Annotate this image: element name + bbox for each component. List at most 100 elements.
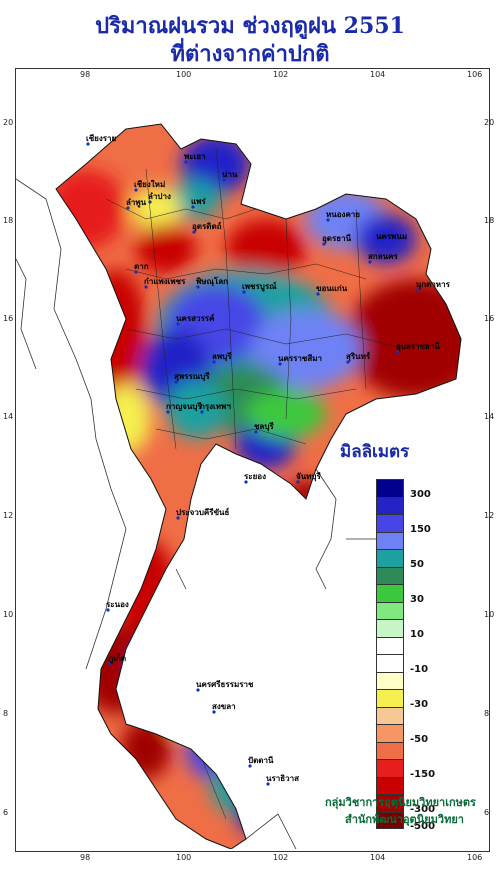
province-label: สุรินทร์ [346,351,371,362]
y-tick-left: 20 [3,118,14,127]
province-label: ลำปาง [148,192,171,201]
legend-colorbar [376,479,404,829]
y-tick-right: 20 [484,118,495,127]
station-dot [242,290,246,294]
legend-label: -50 [410,733,429,745]
legend-label: 300 [410,488,431,500]
y-tick-right: 8 [484,709,490,718]
map-title-line1: ปริมาณฝนรวม ช่วงฤดูฝน 2551 [95,13,405,39]
station-dot [176,322,180,326]
legend-title: มิลลิเมตร [340,442,410,462]
y-tick-left: 16 [3,314,14,323]
legend-label: -300 [410,803,436,815]
province-label: พิษณุโลก [196,276,228,287]
station-dot [106,608,110,612]
y-tick-right: 6 [484,808,490,817]
station-dot [322,242,326,246]
station-dot [174,380,178,384]
legend-swatch [376,566,404,584]
legend-swatch [376,496,404,514]
station-dot [212,360,216,364]
province-label: ลพบุรี [212,351,232,362]
x-tick-bottom: 98 [80,853,91,862]
x-tick-top: 100 [176,70,192,79]
province-label: จันทบุรี [296,471,322,482]
province-label: อุดรธานี [322,233,352,244]
station-dot [296,480,300,484]
legend-label: 30 [410,593,424,605]
x-tick-bottom: 104 [370,853,386,862]
province-label: นครศรีธรรมราช [196,679,254,689]
province-label: สุพรรณบุรี [174,371,210,382]
station-dot [212,710,216,714]
province-label: ภูเก็ต [108,652,126,664]
station-dot [376,240,380,244]
x-tick-bottom: 106 [467,853,483,862]
station-dot [326,218,330,222]
legend-label: -500 [410,821,436,832]
legend-swatch [376,689,404,707]
station-dot [134,188,138,192]
province-label: นครราชสีมา [278,353,322,363]
y-tick-left: 6 [3,808,9,817]
station-dot [278,362,282,366]
station-dot [396,350,400,354]
province-label: อุบลราชธานี [396,341,440,352]
station-dot [108,662,112,666]
legend-label: 150 [410,523,431,535]
station-dot [346,360,350,364]
y-tick-left: 18 [3,216,14,225]
station-dot [134,270,138,274]
province-label: เชียงราย [86,133,117,143]
province-label: กำแพงเพชร [144,277,186,286]
legend-label: -10 [410,663,429,675]
province-label: เชียงใหม่ [134,179,165,189]
legend-swatch [376,584,404,602]
province-label: นครพนม [376,232,407,241]
province-label: สกลนคร [368,252,398,261]
y-tick-right: 10 [484,610,495,619]
y-tick-right: 18 [484,216,495,225]
station-dot [144,285,148,289]
province-label: ตาก [134,262,149,271]
station-dot [244,480,248,484]
y-tick-right: 14 [484,412,495,421]
legend-swatch [376,549,404,567]
station-dot [196,688,200,692]
station-dot [222,178,226,182]
legend-swatch [376,759,404,777]
x-tick-top: 106 [467,70,483,79]
province-label: มุกดาหาร [416,280,451,290]
y-tick-left: 12 [3,511,14,520]
legend-swatch [376,636,404,654]
credit-line1: กลุ่มวิชาการอุตุนิยมวิทยาเกษตร [325,796,476,809]
legend-swatch [376,811,404,829]
province-label: ชลบุรี [254,421,274,432]
station-dot [248,764,252,768]
province-label: อุตรดิตถ์ [192,221,222,232]
station-dot [184,160,188,164]
station-dot [166,410,170,414]
x-tick-top: 98 [80,70,91,79]
legend-swatch [376,794,404,812]
station-dot [416,288,420,292]
legend-swatch [376,479,404,497]
station-dot [316,292,320,296]
province-label: น่าน [222,170,238,179]
station-dot [200,410,204,414]
x-tick-bottom: 100 [176,853,192,862]
province-label: ขอนแก่น [316,284,348,293]
x-tick-top: 104 [370,70,386,79]
station-dot [196,285,200,289]
credit-line2: สำนักพัฒนาอุตุนิยมวิทยา [345,813,464,826]
x-tick-bottom: 102 [273,853,289,862]
province-label: สงขลา [212,702,236,711]
province-label: ปัตตานี [248,755,274,765]
station-dot [176,516,180,520]
station-dot [254,430,258,434]
station-dot [192,230,196,234]
province-label: นครสวรรค์ [176,313,214,323]
legend-swatch [376,776,404,794]
province-label: กาญจนบุรี [166,401,202,412]
